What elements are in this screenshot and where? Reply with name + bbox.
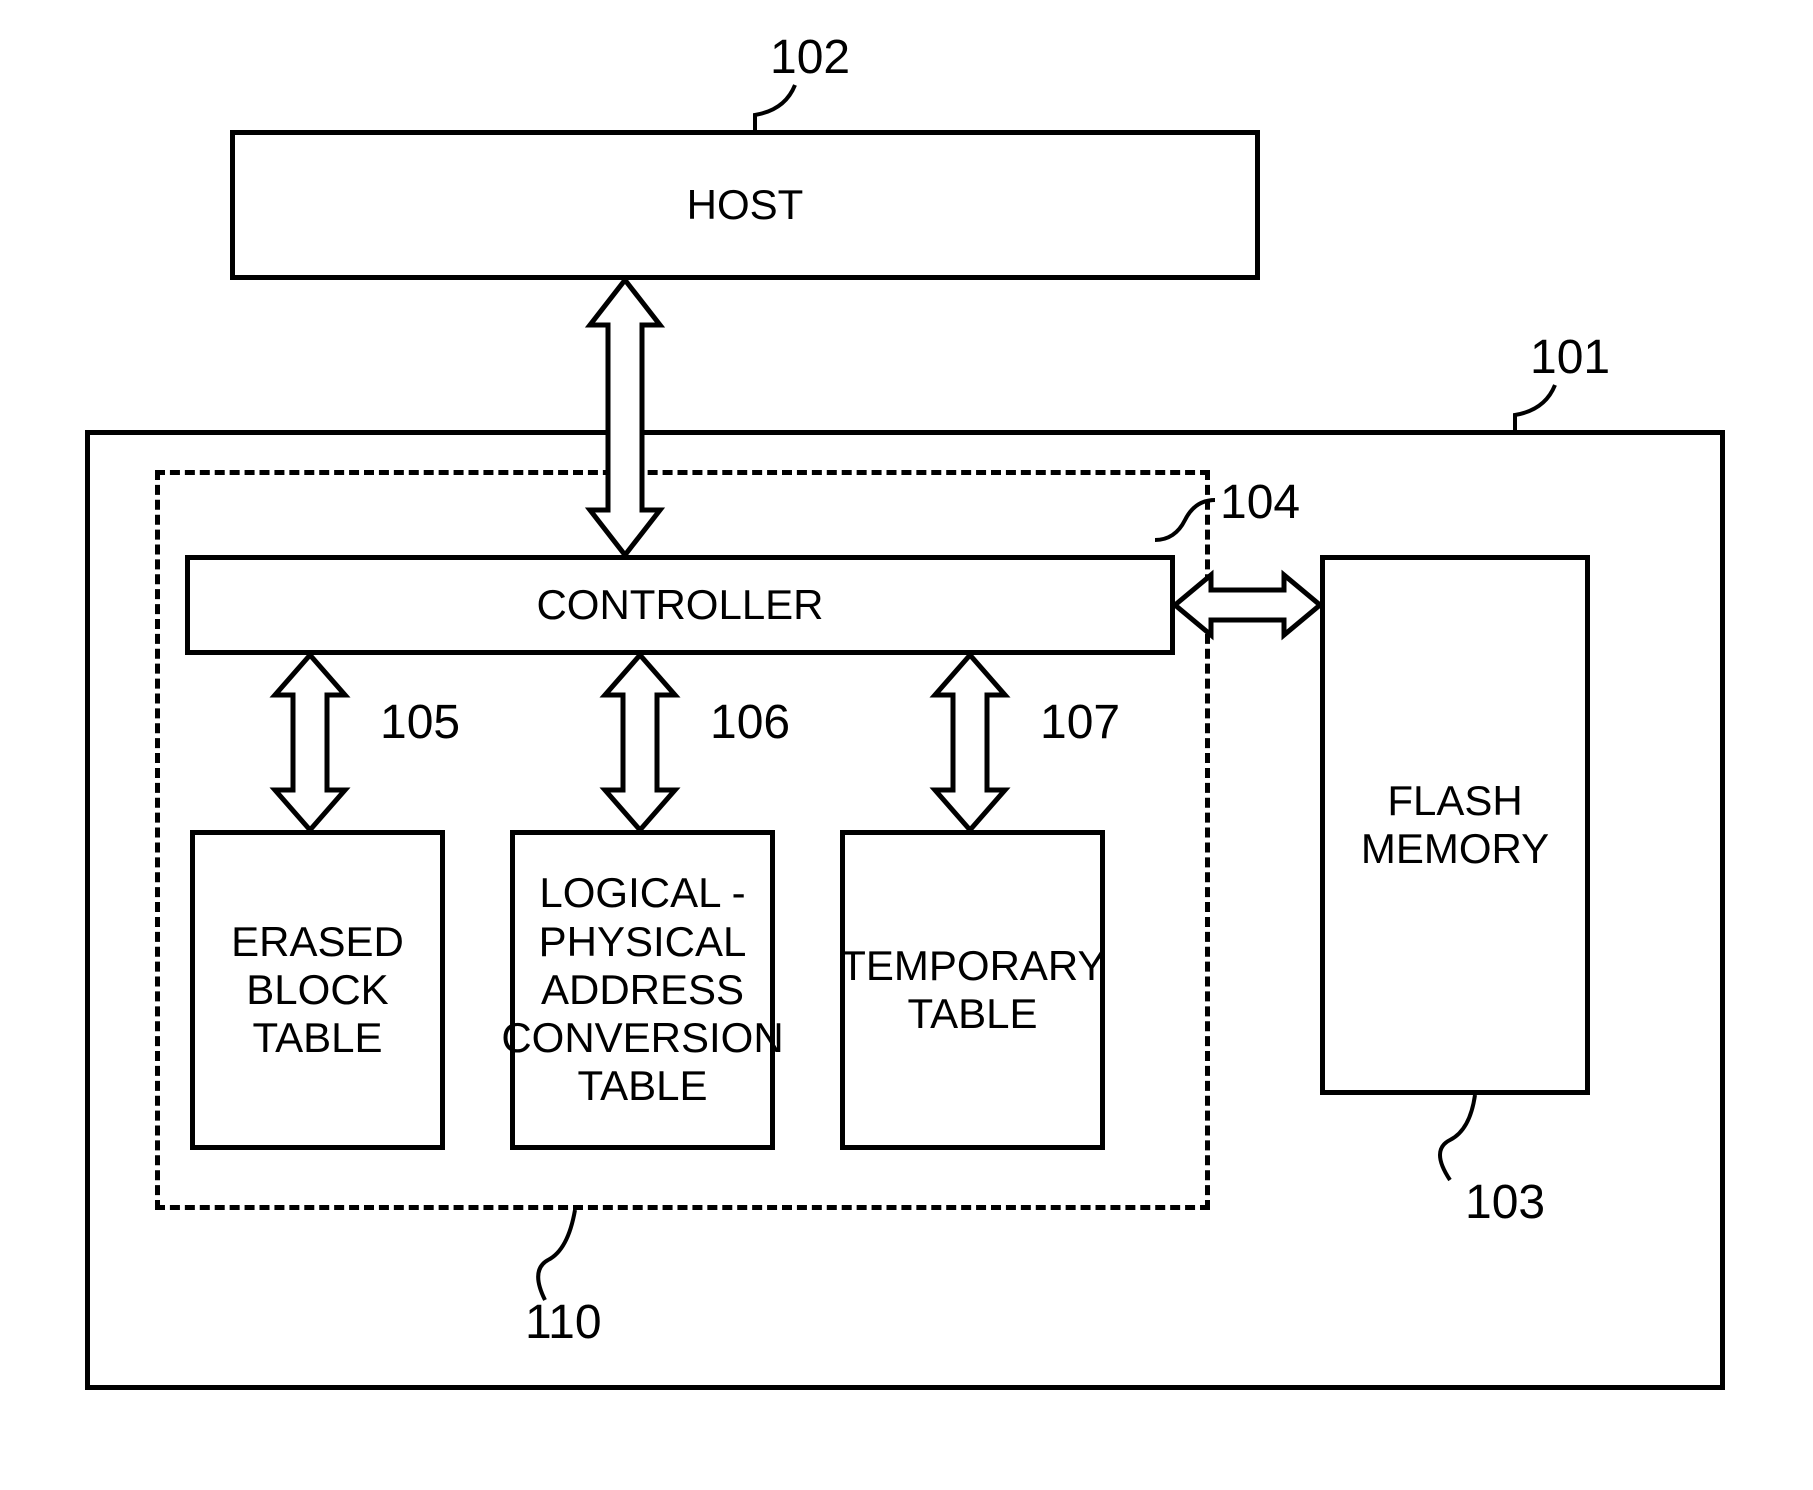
- lead-110: [0, 0, 1813, 1490]
- diagram-canvas: HOST CONTROLLER ERASED BLOCK TABLE LOGIC…: [0, 0, 1813, 1490]
